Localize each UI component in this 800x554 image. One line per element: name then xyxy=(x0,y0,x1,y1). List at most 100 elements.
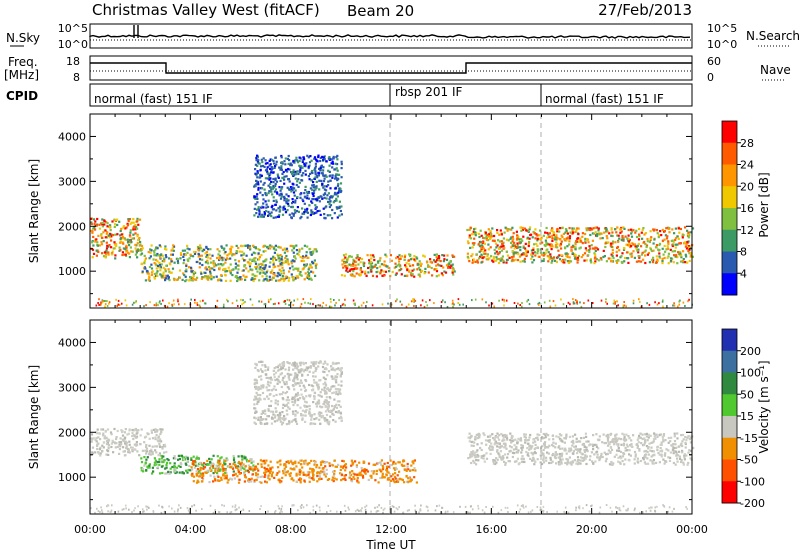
data-cell xyxy=(658,256,662,259)
data-cell xyxy=(566,253,570,256)
data-cell xyxy=(516,242,519,245)
data-cell xyxy=(498,247,501,250)
noise-cell xyxy=(614,301,616,304)
data-cell xyxy=(509,228,512,231)
data-cell xyxy=(215,264,218,267)
data-cell xyxy=(251,258,254,261)
data-cell xyxy=(412,462,415,465)
noise-cell xyxy=(264,303,267,306)
data-cell xyxy=(224,468,227,471)
data-cell xyxy=(609,450,612,454)
data-cell xyxy=(284,465,288,468)
noise-cell xyxy=(617,304,619,307)
data-cell xyxy=(527,244,530,248)
data-cell xyxy=(254,197,257,200)
data-cell xyxy=(611,242,614,245)
data-cell xyxy=(485,258,488,261)
data-cell xyxy=(219,457,222,460)
data-cell xyxy=(525,229,528,232)
plot-title: Christmas Valley West (fitACF) xyxy=(92,1,320,19)
data-cell xyxy=(527,452,530,455)
data-cell xyxy=(254,366,257,369)
data-cell xyxy=(282,469,285,473)
data-cell xyxy=(307,197,311,200)
data-cell xyxy=(286,157,289,160)
data-cell xyxy=(551,229,554,232)
data-cell xyxy=(579,440,582,443)
data-cell xyxy=(259,271,262,274)
data-cell xyxy=(547,452,550,455)
data-cell xyxy=(288,180,291,183)
data-cell xyxy=(249,478,252,481)
data-cell xyxy=(575,229,578,232)
data-cell xyxy=(277,415,280,418)
data-cell xyxy=(423,255,426,258)
data-cell xyxy=(285,399,288,402)
data-cell xyxy=(298,181,301,184)
data-cell xyxy=(236,475,239,478)
data-cell xyxy=(151,437,155,440)
data-cell xyxy=(268,190,271,193)
data-cell xyxy=(577,237,580,240)
data-cell xyxy=(155,430,159,433)
data-cell xyxy=(691,255,694,258)
data-cell xyxy=(287,460,290,463)
data-cell xyxy=(317,155,320,159)
data-cell xyxy=(262,183,265,186)
data-cell xyxy=(107,453,110,456)
data-cell xyxy=(145,469,148,472)
data-cell xyxy=(531,252,534,255)
data-cell xyxy=(678,231,681,234)
data-cell xyxy=(277,245,280,248)
data-cell xyxy=(285,471,288,474)
data-cell xyxy=(298,250,301,253)
data-cell xyxy=(210,463,213,466)
data-cell xyxy=(275,258,278,262)
data-cell xyxy=(261,364,264,367)
data-cell xyxy=(533,463,536,466)
data-cell xyxy=(513,244,516,247)
data-cell xyxy=(359,471,362,474)
data-cell xyxy=(436,257,439,260)
data-cell xyxy=(413,467,416,470)
data-cell xyxy=(308,278,311,281)
data-cell xyxy=(649,449,652,452)
data-cell xyxy=(283,175,286,178)
data-cell xyxy=(483,242,486,245)
data-cell xyxy=(275,199,278,202)
data-cell xyxy=(143,441,146,444)
data-cell xyxy=(150,249,153,252)
data-cell xyxy=(386,466,389,469)
data-cell xyxy=(558,230,561,233)
data-cell xyxy=(234,267,237,270)
noise-cell xyxy=(423,305,426,308)
data-cell xyxy=(339,465,342,468)
data-cell xyxy=(557,456,560,459)
data-cell xyxy=(534,254,537,257)
data-cell xyxy=(225,244,228,247)
y-tick-label: 4000 xyxy=(58,130,86,143)
data-cell xyxy=(163,443,166,446)
data-cell xyxy=(189,276,192,279)
data-cell xyxy=(101,221,104,224)
data-cell xyxy=(195,260,198,264)
data-cell xyxy=(281,379,284,382)
data-cell xyxy=(346,257,350,260)
data-cell xyxy=(237,276,240,279)
data-cell xyxy=(284,278,287,281)
data-cell xyxy=(678,455,681,458)
data-cell xyxy=(649,434,652,437)
data-cell xyxy=(101,225,104,228)
data-cell xyxy=(189,253,192,256)
data-cell xyxy=(309,366,312,369)
data-cell xyxy=(237,264,240,267)
data-cell xyxy=(292,268,295,271)
data-cell xyxy=(321,172,324,175)
data-cell xyxy=(161,254,164,257)
data-cell xyxy=(300,463,303,466)
noise-cell xyxy=(353,302,355,305)
data-cell xyxy=(310,416,313,419)
data-cell xyxy=(326,363,329,366)
data-cell xyxy=(208,481,211,484)
data-cell xyxy=(292,169,295,172)
